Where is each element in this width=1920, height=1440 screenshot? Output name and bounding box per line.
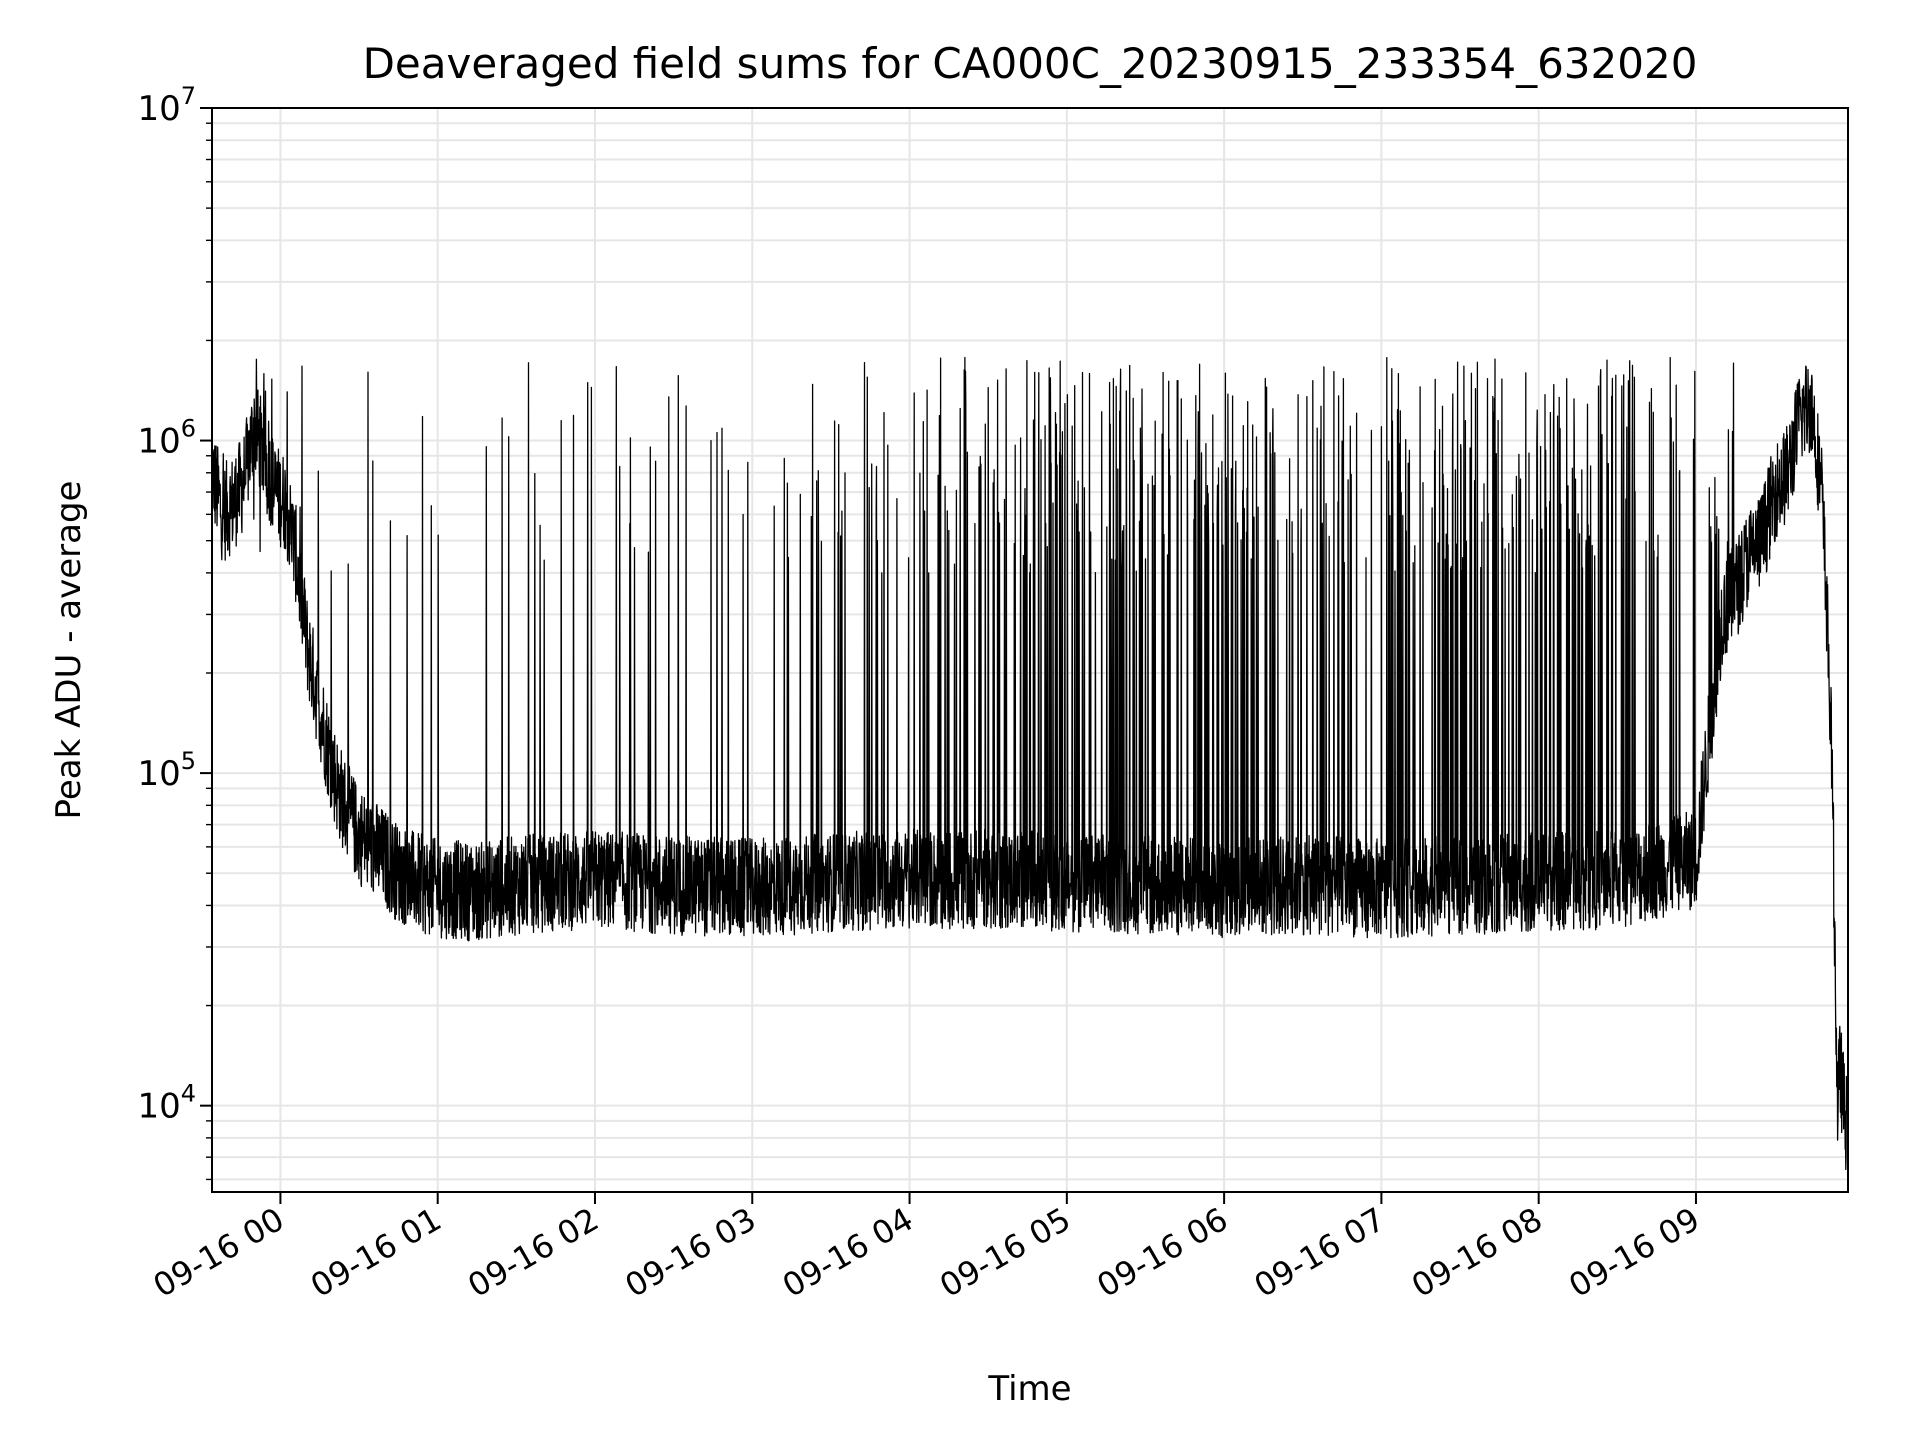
series-line: [211, 356, 1849, 1171]
y-tick-label: 105: [137, 747, 196, 794]
x-tick-label: 09-16 05: [933, 1200, 1077, 1305]
chart-title: Deaveraged field sums for CA000C_2023091…: [363, 39, 1698, 88]
x-axis-label: Time: [987, 1369, 1071, 1409]
y-tick-label: 107: [137, 82, 196, 129]
plot-frame: [211, 107, 1849, 1193]
x-tick-label: 09-16 07: [1248, 1200, 1392, 1305]
x-tick-label: 09-16 09: [1562, 1200, 1706, 1305]
x-tick-label: 09-16 01: [304, 1200, 448, 1305]
x-tick-label: 09-16 00: [147, 1200, 291, 1305]
y-axis-label: Peak ADU - average: [49, 481, 89, 820]
x-tick-label: 09-16 04: [776, 1200, 920, 1305]
series-area: [211, 356, 1849, 1171]
x-tick-label: 09-16 06: [1091, 1200, 1235, 1305]
y-tick-label: 106: [137, 415, 196, 462]
x-tick-label: 09-16 03: [619, 1200, 763, 1305]
x-tick-label: 09-16 02: [461, 1200, 605, 1305]
y-tick-label: 104: [137, 1080, 196, 1127]
x-tick-label: 09-16 08: [1405, 1200, 1549, 1305]
